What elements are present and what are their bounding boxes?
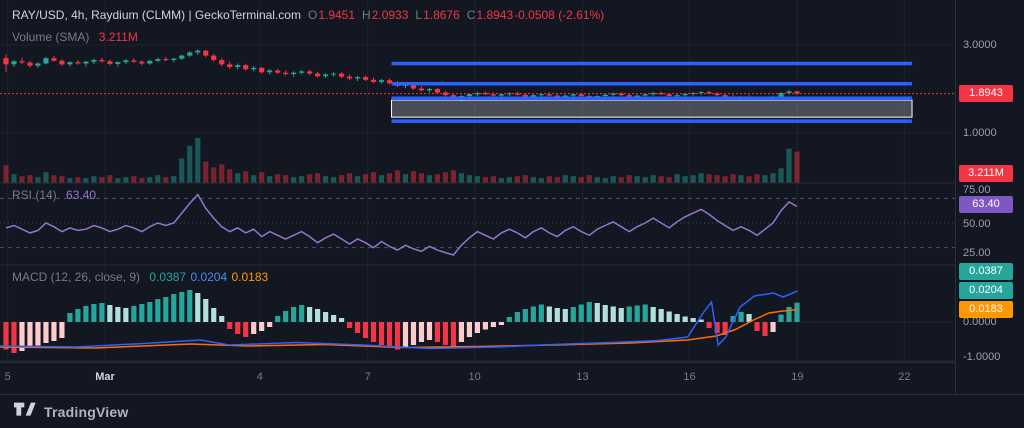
- rsi-pane: [0, 193, 955, 256]
- volume-indicator-label[interactable]: Volume (SMA): [12, 30, 90, 44]
- axis-label: 50.00: [963, 218, 991, 230]
- ohlc-high-value: 2.0933: [371, 8, 409, 22]
- ohlc-open-label: O: [307, 8, 318, 22]
- macd-pane: [0, 290, 800, 353]
- time-tick-label: 22: [898, 371, 911, 383]
- axis-label: 1.0000: [963, 127, 997, 139]
- time-tick-label: Mar: [95, 371, 115, 383]
- axis-price-badge: 0.0387: [959, 263, 1013, 280]
- axis-label: 0.0000: [963, 316, 997, 328]
- time-tick-label: 5: [4, 371, 11, 383]
- macd-line-value: 0.0204: [190, 270, 228, 284]
- ohlc-high-label: H: [362, 8, 371, 22]
- time-axis[interactable]: 5 Mar 4 7 10 13 16 19 22: [0, 362, 955, 395]
- symbol-legend: RAY/USD, 4h, Raydium (CLMM) | GeckoTermi…: [12, 8, 604, 22]
- change-value: -0.0508 (-2.61%): [514, 8, 605, 22]
- volume-legend: Volume (SMA) 3.211M: [12, 30, 138, 44]
- tradingview-logo-icon[interactable]: [14, 402, 36, 421]
- price-axis[interactable]: 3.0000 1.0000 75.00 50.00 25.00 0.0000 -1.0000…: [955, 0, 1024, 394]
- volume-value: 3.211M: [98, 30, 138, 44]
- macd-indicator-label[interactable]: MACD (12, 26, close, 9): [12, 270, 141, 284]
- axis-price-badge: 3.211M: [959, 165, 1013, 182]
- rsi-indicator-label[interactable]: RSI (14): [12, 188, 57, 202]
- drawn-levels: [391, 61, 913, 123]
- macd-legend: MACD (12, 26, close, 9) 0.0387 0.0204 0.…: [12, 270, 268, 284]
- axis-label: -1.0000: [963, 351, 1001, 363]
- ohlc-low-value: 1.8676: [423, 8, 460, 22]
- macd-signal-value: 0.0183: [231, 270, 269, 284]
- axis-price-badge: 1.8943: [959, 85, 1013, 102]
- time-tick-label: 4: [256, 371, 263, 383]
- ohlc-close-label: C: [466, 8, 476, 22]
- axis-label: 25.00: [963, 247, 991, 259]
- axis-price-badge: 63.40: [959, 196, 1013, 213]
- attribution-bar: TradingView: [0, 394, 1024, 428]
- rsi-legend: RSI (14) 63.40: [12, 188, 96, 202]
- time-tick-label: 13: [576, 371, 589, 383]
- chart-canvas[interactable]: [0, 0, 955, 362]
- tradingview-link[interactable]: TradingView: [44, 403, 129, 420]
- ohlc-close-value: 1.8943: [476, 8, 514, 22]
- volume-series: [3, 137, 800, 183]
- axis-price-badge: 0.0183: [959, 301, 1013, 318]
- macd-hist-value: 0.0387: [149, 270, 187, 284]
- time-tick-label: 16: [683, 371, 696, 383]
- symbol-title[interactable]: RAY/USD, 4h, Raydium (CLMM) | GeckoTermi…: [12, 8, 301, 22]
- time-tick-label: 10: [468, 371, 481, 383]
- chart-panes[interactable]: RAY/USD, 4h, Raydium (CLMM) | GeckoTermi…: [0, 0, 955, 362]
- rsi-value: 63.40: [66, 188, 97, 202]
- axis-label: 75.00: [963, 184, 991, 196]
- axis-label: 3.0000: [963, 39, 997, 51]
- ohlc-low-label: L: [415, 8, 423, 22]
- time-tick-label: 7: [364, 371, 371, 383]
- axis-price-badge: 0.0204: [959, 282, 1013, 299]
- ohlc-open-value: 1.9451: [318, 8, 356, 22]
- time-tick-label: 19: [791, 371, 804, 383]
